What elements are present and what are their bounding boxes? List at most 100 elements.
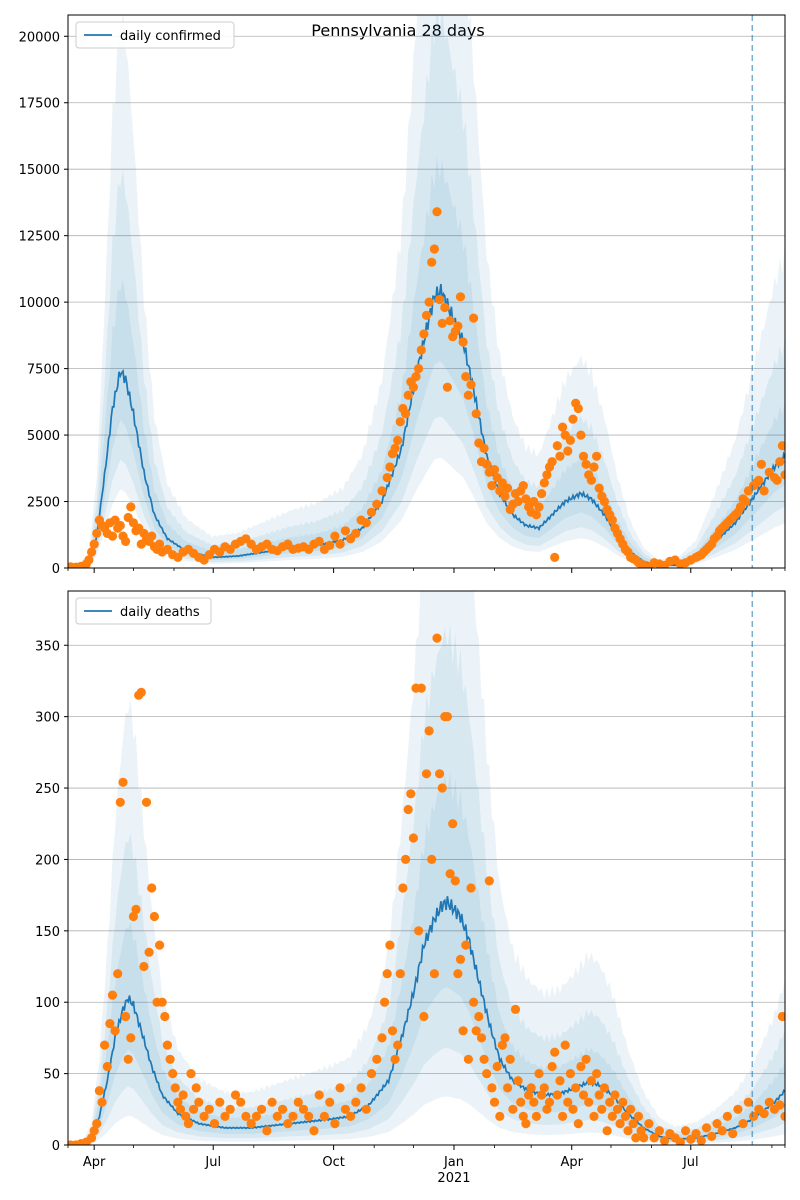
observation-point bbox=[416, 683, 426, 693]
observation-point bbox=[521, 494, 531, 504]
observation-point bbox=[618, 1097, 628, 1107]
observation-point bbox=[510, 1004, 521, 1015]
observation-point bbox=[607, 1111, 617, 1121]
observation-point bbox=[414, 364, 424, 374]
observation-point bbox=[144, 947, 154, 957]
confirmed-panel: 0 2500 5000 7500 10000 12500 15000 17500 20000 da… bbox=[19, 14, 786, 577]
observation-point bbox=[728, 1129, 738, 1139]
observation-point bbox=[230, 1090, 241, 1100]
y-tick-label: 150 bbox=[35, 925, 60, 940]
observation-point bbox=[675, 1137, 685, 1145]
observation-point bbox=[555, 451, 565, 461]
observation-point bbox=[660, 1136, 670, 1145]
observation-point bbox=[136, 687, 146, 698]
observation-point bbox=[440, 302, 450, 313]
deaths-panel: 0 50 100 150 200 250 300 350 Apr Jul Oct Jan Apr Jul 2… bbox=[35, 590, 786, 1186]
observation-point bbox=[544, 1097, 555, 1107]
x-tick-label: Apr bbox=[560, 1155, 583, 1170]
observation-point bbox=[149, 911, 159, 922]
observation-point bbox=[503, 483, 513, 493]
observation-point bbox=[94, 1086, 104, 1096]
observation-point bbox=[183, 1119, 193, 1129]
observation-point bbox=[589, 1111, 599, 1121]
plot-area bbox=[68, 15, 785, 568]
observation-point bbox=[448, 819, 458, 829]
observation-point bbox=[126, 1033, 136, 1043]
observation-point bbox=[366, 1069, 377, 1079]
observation-point bbox=[115, 520, 125, 531]
observation-point bbox=[584, 1097, 594, 1107]
observation-point bbox=[610, 1090, 620, 1100]
observation-point bbox=[432, 207, 442, 217]
observation-point bbox=[97, 1097, 107, 1107]
observation-point bbox=[385, 462, 395, 472]
y-tick-label: 15000 bbox=[19, 163, 60, 178]
observation-point bbox=[209, 1119, 220, 1129]
observation-point bbox=[387, 1026, 398, 1036]
observation-point bbox=[558, 1111, 568, 1121]
observation-point bbox=[500, 1033, 510, 1043]
observation-point bbox=[330, 1119, 340, 1129]
y-tick-label: 350 bbox=[35, 639, 60, 654]
observation-point bbox=[589, 462, 599, 472]
x-year-label: 2021 bbox=[437, 1171, 470, 1186]
observation-point bbox=[351, 528, 361, 539]
observation-point bbox=[581, 459, 591, 469]
observation-point bbox=[537, 489, 547, 499]
observation-point bbox=[531, 510, 542, 520]
observation-point bbox=[751, 478, 761, 488]
observation-point bbox=[735, 502, 746, 512]
observation-point bbox=[780, 470, 785, 480]
observation-point bbox=[482, 459, 492, 469]
observation-point bbox=[414, 926, 424, 936]
observation-point bbox=[503, 1083, 513, 1093]
observation-point bbox=[288, 1111, 298, 1121]
observation-point bbox=[482, 1069, 492, 1079]
observation-point bbox=[110, 1026, 120, 1036]
observation-point bbox=[304, 1111, 314, 1121]
observation-point bbox=[419, 1011, 429, 1022]
observation-point bbox=[594, 1090, 604, 1100]
observation-point bbox=[356, 1083, 366, 1093]
band-middle bbox=[68, 622, 785, 1145]
observation-point bbox=[278, 1104, 288, 1114]
observation-point bbox=[749, 1111, 759, 1121]
observation-point bbox=[89, 539, 99, 549]
observation-point bbox=[463, 390, 473, 400]
observation-point bbox=[469, 997, 479, 1007]
observation-point bbox=[429, 969, 439, 979]
band-middle bbox=[68, 15, 785, 568]
observation-point bbox=[558, 422, 568, 432]
observation-point bbox=[508, 1104, 518, 1114]
x-tick-label: Jul bbox=[682, 1155, 699, 1170]
observation-point bbox=[92, 1119, 102, 1129]
band-inner bbox=[68, 155, 785, 568]
observation-point bbox=[393, 435, 403, 445]
observation-point bbox=[537, 1090, 547, 1100]
observation-point bbox=[126, 502, 136, 512]
observation-point bbox=[107, 990, 118, 1000]
band-outer bbox=[68, 15, 785, 568]
x-tick-label: Jul bbox=[204, 1155, 221, 1170]
observation-point bbox=[717, 1126, 727, 1136]
observation-point bbox=[421, 769, 432, 779]
observation-point bbox=[489, 1097, 500, 1107]
observation-point bbox=[445, 869, 455, 879]
observation-point bbox=[411, 372, 421, 382]
observation-point bbox=[408, 833, 418, 843]
observation-point bbox=[191, 1083, 201, 1093]
observation-point bbox=[241, 1111, 251, 1121]
observation-point bbox=[123, 1054, 133, 1064]
observation-point bbox=[432, 633, 442, 643]
y-tick-label: 7500 bbox=[27, 363, 60, 378]
observation-point bbox=[403, 804, 413, 815]
observation-point bbox=[453, 321, 463, 331]
observation-point bbox=[105, 1019, 115, 1029]
observation-point bbox=[102, 1061, 112, 1072]
observation-point bbox=[576, 1061, 586, 1072]
axes-frame bbox=[67, 14, 786, 569]
y-tick-label: 250 bbox=[35, 782, 60, 797]
observation-point bbox=[236, 1097, 246, 1107]
y-tick-label: 100 bbox=[35, 996, 60, 1011]
observation-point bbox=[636, 1126, 646, 1136]
